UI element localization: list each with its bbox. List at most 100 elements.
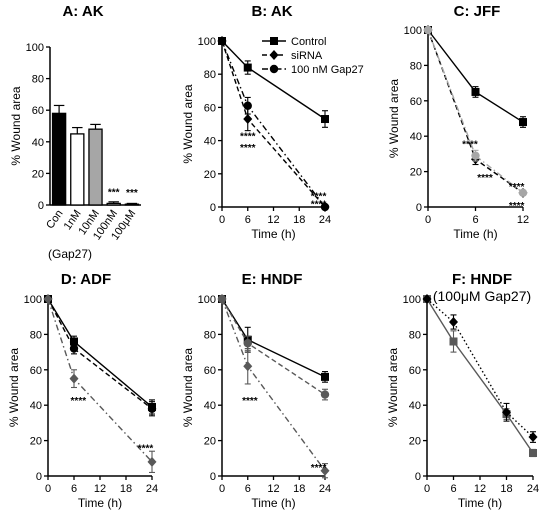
y-tick-label: 20: [204, 436, 216, 448]
data-point-series-3: [320, 465, 330, 476]
y-tick-label: 60: [410, 96, 422, 108]
x-category-label: Con: [44, 208, 65, 231]
x-tick-label: 24: [527, 483, 539, 495]
data-point-series-3: [243, 361, 253, 372]
x-tick-label: 12: [474, 483, 486, 495]
significance-label: ****: [477, 173, 493, 184]
series-line-2: [427, 29, 524, 194]
x-axis-label: Time (h): [458, 496, 502, 510]
data-point-series-2: [147, 404, 157, 413]
x-tick-label: 0: [219, 483, 225, 495]
significance-label: ****: [311, 463, 327, 474]
y-tick-label: 80: [410, 60, 422, 72]
data-point-series-1: [471, 87, 480, 96]
y-axis-label: % Wound area: [387, 79, 401, 158]
y-tick-label: 60: [30, 365, 42, 377]
significance-label: ****: [240, 132, 256, 143]
y-tick-label: 80: [30, 329, 42, 341]
chart-title: E: HNDF: [242, 271, 303, 288]
x-tick-label: 24: [319, 214, 331, 226]
x-tick-label: 12: [267, 214, 279, 226]
y-axis-label: % Wound area: [181, 84, 195, 163]
chart-title: C: JFF: [454, 3, 501, 20]
panel-f-line-chart: 0 20 40 60 80 100 % Wound area 0 6 12 18 24 Time (h)…: [386, 271, 539, 510]
series-line-1: [426, 298, 534, 454]
x-tick-label: 6: [450, 483, 456, 495]
y-tick-label: 20: [204, 169, 216, 181]
data-point-series-2: [449, 317, 458, 328]
significance-label: ****: [138, 444, 154, 455]
legend-marker: [269, 50, 279, 60]
x-tick-label: 12: [267, 483, 279, 495]
y-tick-label: 100: [404, 25, 422, 37]
x-axis-label: Time (h): [251, 227, 295, 241]
data-point-series-2: [243, 114, 253, 125]
legend-marker: [269, 64, 279, 74]
data-point-series-2: [320, 390, 330, 399]
data-point-series-2: [528, 432, 538, 443]
bar-1: [51, 112, 67, 206]
y-tick-label: 0: [210, 202, 216, 214]
panel-c-line-chart: 0 20 40 60 80 100 % Wound area 0 6 12 Time (h) C: J…: [387, 3, 529, 241]
bar-5: [124, 203, 140, 206]
significance-label: ****: [509, 201, 525, 212]
series-line-2: [47, 298, 153, 410]
significance-label: ****: [311, 200, 327, 211]
x-tick-label: 18: [120, 483, 132, 495]
chart-title: A: AK: [62, 3, 103, 20]
y-tick-label: 0: [38, 200, 44, 212]
significance-label: ****: [240, 143, 256, 154]
y-axis-label: % Wound area: [181, 348, 195, 427]
y-tick-label: 0: [210, 471, 216, 483]
data-point-series-1: [529, 448, 537, 457]
data-point-series-1: [321, 115, 329, 124]
bar-4: [106, 202, 121, 206]
x-tick-label: 18: [293, 214, 305, 226]
legend-label: siRNA: [291, 50, 323, 62]
data-point-series-3: [43, 294, 53, 304]
panel-e-line-chart: 0 20 40 60 80 100 % Wound area 0 6 12 18 24 Time (h)…: [181, 271, 331, 510]
y-tick-label: 80: [204, 329, 216, 341]
y-tick-label: 60: [32, 105, 44, 117]
legend-label: 100 nM Gap27: [291, 64, 364, 76]
x-tick-label: 6: [472, 214, 478, 226]
series-line-1: [427, 29, 524, 123]
y-tick-label: 60: [204, 365, 216, 377]
y-axis-label: % Wound area: [9, 86, 23, 165]
x-tick-label: 12: [94, 483, 106, 495]
significance-label: ***: [126, 188, 138, 199]
series-line-1: [47, 298, 153, 408]
significance-label: ***: [108, 187, 120, 198]
data-point-series-1: [321, 372, 329, 381]
data-point-series-3: [320, 202, 330, 212]
panel-b-line-chart: 0 20 40 60 80 100 % Wound area 0 6 12 18 24 Time (h)…: [181, 3, 364, 241]
data-point-series-1: [449, 337, 458, 346]
y-tick-label: 20: [32, 168, 44, 180]
significance-label: ****: [509, 182, 525, 193]
y-tick-label: 100: [198, 294, 216, 306]
data-point-series-1: [70, 337, 78, 346]
series-line-2: [221, 298, 326, 396]
chart-title: B: AK: [251, 3, 292, 20]
series-line-3: [427, 29, 524, 194]
bar-2: [70, 133, 85, 206]
x-tick-label: 12: [517, 214, 529, 226]
x-tick-label: 18: [293, 483, 305, 495]
significance-label: ****: [462, 139, 478, 150]
y-tick-label: 40: [204, 136, 216, 148]
x-tick-label: 0: [45, 483, 51, 495]
y-tick-label: 100: [403, 294, 421, 306]
x-tick-label: 24: [146, 483, 158, 495]
y-tick-label: 40: [204, 400, 216, 412]
y-tick-label: 40: [409, 400, 421, 412]
series-line-3: [221, 298, 326, 472]
x-tick-label: 24: [319, 483, 331, 495]
y-tick-label: 20: [409, 436, 421, 448]
significance-label: ****: [71, 396, 87, 407]
y-tick-label: 20: [30, 436, 42, 448]
x-tick-label: 18: [500, 483, 512, 495]
significance-label: ****: [311, 191, 327, 202]
y-tick-label: 60: [409, 365, 421, 377]
y-tick-label: 20: [410, 167, 422, 179]
